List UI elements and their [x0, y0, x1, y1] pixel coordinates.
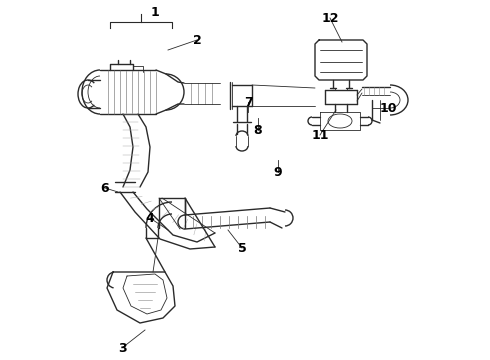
Text: 3: 3: [118, 342, 126, 355]
Text: 7: 7: [244, 95, 252, 108]
Text: 2: 2: [193, 33, 201, 46]
Text: 11: 11: [311, 129, 329, 141]
Text: 6: 6: [100, 181, 109, 194]
Text: 8: 8: [254, 123, 262, 136]
Text: 5: 5: [238, 242, 246, 255]
Text: 9: 9: [274, 166, 282, 179]
Text: 1: 1: [150, 5, 159, 18]
Text: 10: 10: [379, 102, 397, 114]
Text: 12: 12: [321, 12, 339, 24]
Text: 4: 4: [146, 212, 154, 225]
